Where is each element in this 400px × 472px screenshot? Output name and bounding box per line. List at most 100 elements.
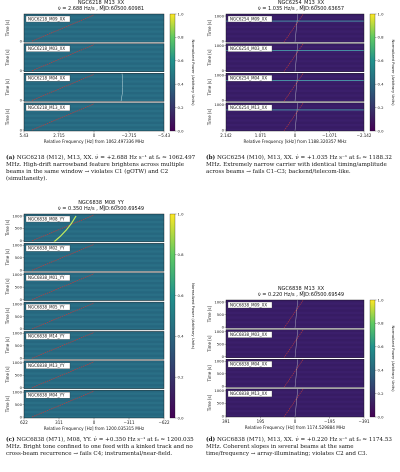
ytick-label: 0 [222,98,225,103]
colorbar-tick-label: 0.8 [178,252,185,257]
ytick-label: 500 [15,226,23,231]
noise-stripe [24,96,164,100]
panel-c-caption-text: NGC6838 (M71), M08, YY. ν̇ = +0.350 Hz s… [6,437,194,457]
panel-d-caption: (d) NGC6838 (M71), M13, XX. ν̇ = +0.220 … [206,437,396,458]
beam-4: NGC6254_M13_XX 1000 0 Time [s] [207,102,365,132]
ytick-label: 500 [217,341,225,346]
noise-stripe [226,343,364,347]
beam-label: NGC6838_M13_YY [28,363,65,368]
ytick-label: 0 [20,385,23,390]
noise-stripe [24,87,164,90]
beam-label: NGC6218_M03_XX [28,46,65,51]
signal-track [283,102,304,132]
noise-stripe [226,87,364,90]
ytick-label: 1000 [214,73,224,78]
beam-1: NGC6838_M08_YY 1000 500 0 Time [s] [5,213,165,243]
signal-track [31,361,95,388]
noise-stripe [226,353,364,356]
xtick-label: 0 [93,420,96,425]
ytick-label: 0 [222,127,225,132]
panel-c-title: NGC6838_M08_YY [78,200,124,206]
beam-6: NGC6838_M13_YY 1000 500 0 Time [s] [5,360,165,390]
panel-b-caption-label: (b) [206,155,216,161]
beam-label: NGC6218_M09_XX [28,16,65,21]
noise-stripe [226,304,364,308]
xtick-label: −5.43 [158,133,171,138]
ytick-label: 1000 [12,389,22,394]
noise-stripe [226,126,364,129]
beam-label: NGC6838_M01_YY [28,275,65,280]
signal-track [283,43,304,72]
noise-stripe [24,295,164,299]
beam-frame [225,13,365,43]
colorbar-tick-label: 0.0 [378,128,385,133]
ytick-label: 500 [15,314,23,319]
ylabel: Time [s] [207,108,212,126]
noise-stripe [24,237,164,240]
noise-stripe [24,340,164,344]
noise-stripe [226,96,364,100]
panel-d-title: NGC6838_M13_XX [277,286,325,292]
signal-track [283,299,304,329]
xtick-label: −311 [124,420,135,425]
beam-frame [23,331,165,360]
noise-stripe [226,412,364,415]
xtick-label: 0 [294,133,297,138]
noise-stripe [226,107,364,110]
beam-frame [23,13,165,43]
xtick-label: 311 [55,420,63,425]
beam-label-box [25,333,71,340]
noise-stripe [24,126,164,129]
beam-label-box [25,391,71,399]
signal-track [283,388,304,418]
beam-2: NGC6838_M03_XX 1000 500 0 Time [s] [207,329,365,359]
colorbar-tick-label: 0.0 [178,128,185,133]
panel-a-plot: NGC6218_M09_XX 0 Time [s] NGC6218_M03_XX 0 Ti… [5,11,196,144]
faint-feature [120,73,124,102]
panel-a: NGC6218_M13_XX ν̇ = 2.688 Hz/s , MJD:605… [2,0,200,156]
panel-b-caption: (b) NGC6254 (M10), M13, XX. ν̇ = +1.035 … [206,155,396,176]
noise-stripe [226,23,364,26]
beam-label-box [227,75,273,82]
noise-stripe [226,407,364,410]
colorbar [169,13,176,132]
noise-stripe [24,77,164,81]
beam-label: NGC6218_M04_XX [28,76,65,81]
signal-track [31,14,95,42]
noise-stripe [226,393,364,396]
noise-stripe [226,112,364,115]
beam-frame [225,299,365,329]
beam-label-box [25,15,71,23]
ylabel: Time [s] [5,108,10,126]
noise-stripe [24,374,164,378]
panel-d-subtitle: ν̇ = 0.220 Hz/s , MJD:60500.69549 [257,292,345,298]
xtick-label: 391 [222,419,230,424]
colorbar-tick-label: 0.6 [178,293,185,298]
beam-frame [23,43,165,72]
ytick-label: 1000 [214,359,224,364]
signal-track [283,13,304,43]
colorbar [169,213,176,419]
noise-stripe [24,82,164,85]
noise-stripe [24,384,164,387]
noise-stripe [24,408,164,412]
beam-3: NGC6838_M04_XX 1000 500 0 Time [s] [207,359,365,389]
noise-stripe [226,102,364,106]
xtick-label: 1.071 [255,133,267,138]
noise-stripe [24,92,164,95]
noise-stripe [226,67,364,70]
signal-track [31,214,95,242]
noise-stripe [226,329,364,332]
ytick-label: 0 [20,414,23,419]
colorbar-tick-label: 0.4 [178,82,185,87]
ytick-label: 0 [20,356,23,361]
ylabel: Time [s] [5,395,10,413]
noise-stripe [24,107,164,110]
xtick-label: −391 [359,419,370,424]
xtick-label: 622 [20,420,28,425]
ytick-label: 1000 [12,243,22,248]
beam-label: NGC6218_M13_XX [28,105,65,110]
ytick-label: 1000 [214,43,224,48]
noise-stripe [24,257,164,260]
